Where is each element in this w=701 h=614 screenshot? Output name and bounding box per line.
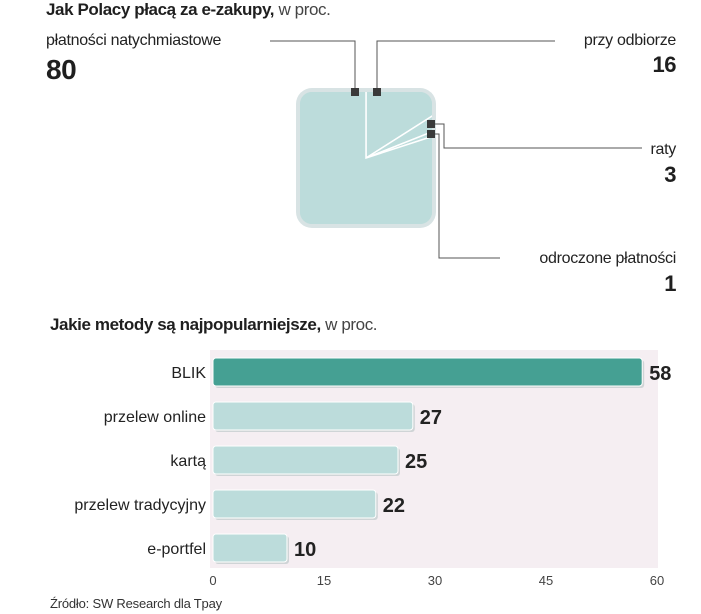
bar-x-ticks: 0 15 30 45 60 — [209, 573, 664, 588]
pie-title: Jak Polacy płacą za e-zakupy, w proc. — [46, 0, 331, 20]
pie-value-przy-odbiorze: 16 — [652, 52, 677, 77]
pie-marker-3 — [427, 130, 435, 138]
category-label: przelew tradycyjny — [74, 497, 206, 514]
pie-label-raty: raty — [650, 141, 677, 158]
value-label: 22 — [383, 495, 405, 517]
pie-leaders — [270, 40, 642, 259]
pie-leader-line-1 — [376, 40, 555, 92]
pie-title-unit: w proc. — [278, 0, 331, 19]
category-label: BLIK — [171, 365, 206, 382]
pie-slice-1 — [365, 92, 432, 160]
bar-0 — [212, 357, 643, 387]
x-tick-label: 15 — [317, 573, 331, 588]
value-label: 58 — [649, 363, 671, 385]
pie-value-odroczone: 1 — [664, 271, 676, 296]
pie-marker-1 — [373, 88, 381, 96]
pie-marker-2 — [427, 120, 435, 128]
pie-marker-0 — [351, 88, 359, 96]
pie-title-main: Jak Polacy płacą za e-zakupy, — [46, 0, 275, 19]
category-label: e-portfel — [147, 541, 206, 558]
bar-category-labels: BLIK przelew online kartą przelew tradycyjn… — [74, 365, 206, 558]
x-tick-label: 45 — [539, 573, 553, 588]
bar-4 — [212, 533, 288, 563]
pie-label-przy-odbiorze: przy odbiorze — [583, 32, 676, 49]
pie-leader-line-2 — [431, 123, 642, 149]
bar-3 — [212, 489, 377, 519]
bar-marks — [212, 357, 645, 564]
value-label: 25 — [405, 451, 427, 473]
bar-title-main: Jakie metody są najpopularniejsze, — [50, 315, 321, 334]
pie-slice-3 — [365, 112, 432, 159]
category-label: przelew online — [104, 409, 206, 426]
x-tick-label: 60 — [650, 573, 664, 588]
source-note: Źródło: SW Research dla Tpay — [50, 596, 222, 611]
bar-1 — [212, 401, 414, 431]
x-tick-label: 0 — [209, 573, 216, 588]
x-tick-label: 30 — [428, 573, 442, 588]
pie-label-natychmiastowe: płatności natychmiastowe — [46, 32, 222, 49]
pie-label-odroczone: odroczone płatności — [539, 250, 676, 267]
pie-slice-2 — [365, 92, 432, 159]
pie-value-raty: 3 — [664, 162, 676, 187]
pie-slice-0 — [300, 92, 432, 224]
bar-title-unit: w proc. — [325, 315, 378, 334]
bar-2 — [212, 445, 399, 475]
bar-title: Jakie metody są najpopularniejsze, w pro… — [50, 315, 378, 335]
pie-leader-line-0 — [270, 40, 356, 92]
pie-value-natychmiastowe: 80 — [46, 54, 77, 85]
value-label: 10 — [294, 539, 316, 561]
value-label: 27 — [420, 407, 442, 429]
pie-slices — [300, 92, 432, 224]
category-label: kartą — [170, 453, 206, 470]
